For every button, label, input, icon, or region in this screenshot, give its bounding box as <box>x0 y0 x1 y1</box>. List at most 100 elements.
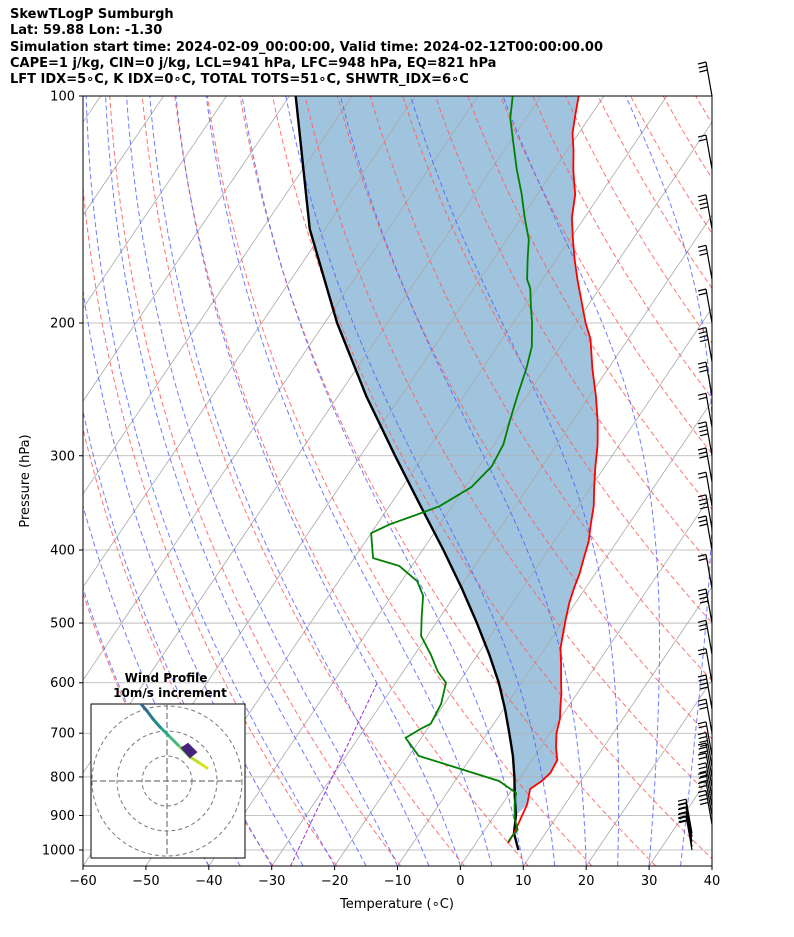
moist-adiabat <box>711 862 712 866</box>
wind-barb <box>697 789 713 825</box>
y-tick-label: 500 <box>50 617 75 632</box>
isotherm <box>83 96 227 309</box>
wind-barb <box>697 752 713 788</box>
x-tick-label: −60 <box>69 874 96 889</box>
x-tick-label: −10 <box>384 874 411 889</box>
x-tick-label: −50 <box>132 874 159 889</box>
wind-barb <box>697 447 713 483</box>
dry-adiabat <box>83 592 210 866</box>
isotherm <box>83 96 353 495</box>
hodograph-segment <box>145 709 155 721</box>
x-tick-label: −20 <box>321 874 348 889</box>
x-tick-label: 40 <box>704 874 721 889</box>
y-tick-label: 200 <box>50 316 75 331</box>
x-tick-label: 10 <box>515 874 532 889</box>
wind-barb <box>697 780 713 816</box>
wind-barb <box>697 698 713 734</box>
wind-barb <box>697 742 713 778</box>
wind-barb <box>697 288 713 324</box>
hodograph-segment <box>196 760 209 770</box>
y-tick-label: 800 <box>50 770 75 785</box>
hodograph-segment <box>139 704 149 713</box>
moist-adiabat <box>175 96 461 866</box>
wind-barb <box>697 392 713 428</box>
y-tick-label: 300 <box>50 449 75 464</box>
mixing-ratio-line <box>290 682 378 866</box>
hodograph-segment <box>158 725 170 737</box>
wind-barb <box>697 194 713 229</box>
dry-adiabat <box>761 96 794 866</box>
dry-adiabat <box>597 96 712 290</box>
wind-barb <box>697 421 713 456</box>
y-axis-label: Pressure (hPa) <box>18 434 33 527</box>
dry-adiabat <box>662 96 712 180</box>
y-tick-label: 600 <box>50 676 75 691</box>
dewpoint-line <box>370 96 534 843</box>
wind-barb <box>697 244 713 280</box>
title-location: Lat: 59.88 Lon: -1.30 <box>10 23 163 39</box>
isotherm <box>83 96 479 681</box>
dry-adiabat <box>434 96 712 567</box>
y-tick-label: 900 <box>50 809 75 824</box>
hodograph-title: Wind Profile <box>125 671 208 685</box>
wind-barb <box>677 798 693 834</box>
hodograph-segment <box>166 733 180 747</box>
wind-barb <box>697 327 713 362</box>
hodograph-inset: Wind Profile 10m/s increment <box>90 671 246 859</box>
moist-adiabat <box>149 96 430 866</box>
isotherm <box>585 679 712 866</box>
dry-adiabat <box>728 96 794 866</box>
moist-adiabat <box>241 96 524 866</box>
y-tick-label: 1000 <box>42 844 75 859</box>
wind-barb <box>677 802 693 837</box>
dry-adiabats <box>83 96 794 866</box>
title-times: Simulation start time: 2024-02-09_00:00:… <box>10 39 603 55</box>
moist-adiabat <box>205 96 493 866</box>
dry-adiabat <box>174 96 529 866</box>
wind-barb <box>697 588 713 624</box>
dry-adiabat <box>239 96 657 866</box>
wind-barb <box>697 674 713 710</box>
x-tick-label: 20 <box>578 874 595 889</box>
chart-title-block: SkewTLogP Sumburgh Lat: 59.88 Lon: -1.30… <box>10 7 790 88</box>
wind-barb <box>697 619 713 655</box>
hodograph-lowlevel-segment <box>180 742 198 759</box>
isotherm <box>83 96 416 588</box>
hodograph-segment <box>188 755 200 764</box>
dry-adiabat <box>467 96 712 511</box>
moist-adiabat <box>285 96 556 866</box>
dry-adiabat <box>83 182 338 866</box>
y-axis-ticks: 1000 900 800 700 600 500 400 300 200 100 <box>42 90 83 859</box>
moist-adiabat <box>105 96 367 866</box>
isotherm <box>522 586 712 866</box>
isotherm <box>648 772 712 866</box>
title-indices-1: CAPE=1 j/kg, CIN=0 j/kg, LCL=941 hPa, LF… <box>10 55 497 71</box>
x-tick-label: 30 <box>641 874 658 889</box>
wind-barb <box>697 361 713 397</box>
x-tick-label: 0 <box>456 874 464 889</box>
isotherm <box>83 96 290 402</box>
wind-barb <box>697 771 713 807</box>
wind-barbs <box>677 61 713 851</box>
wind-barb <box>677 812 693 847</box>
temperature-line <box>507 96 599 844</box>
x-axis-label: Temperature (∘C) <box>339 897 454 912</box>
moist-adiabat <box>83 287 304 866</box>
isotherm <box>460 493 712 866</box>
dry-adiabat <box>109 96 402 866</box>
dry-adiabat <box>141 96 465 866</box>
dry-adiabat <box>565 96 712 344</box>
wind-barb <box>697 762 713 797</box>
wind-barb <box>697 721 713 756</box>
dry-adiabat <box>83 426 274 866</box>
y-tick-label: 400 <box>50 543 75 558</box>
moist-adiabat <box>85 96 336 866</box>
isotherm <box>397 400 712 866</box>
dry-adiabat <box>304 96 712 800</box>
wind-barb <box>697 61 713 97</box>
wind-barb <box>697 648 713 683</box>
title-indices-2: LFT IDX=5∘C, K IDX=0∘C, TOTAL TOTS=51∘C,… <box>10 72 469 88</box>
wind-barb <box>697 471 713 507</box>
title-station: SkewTLogP Sumburgh <box>10 7 174 22</box>
dry-adiabat <box>695 96 712 125</box>
